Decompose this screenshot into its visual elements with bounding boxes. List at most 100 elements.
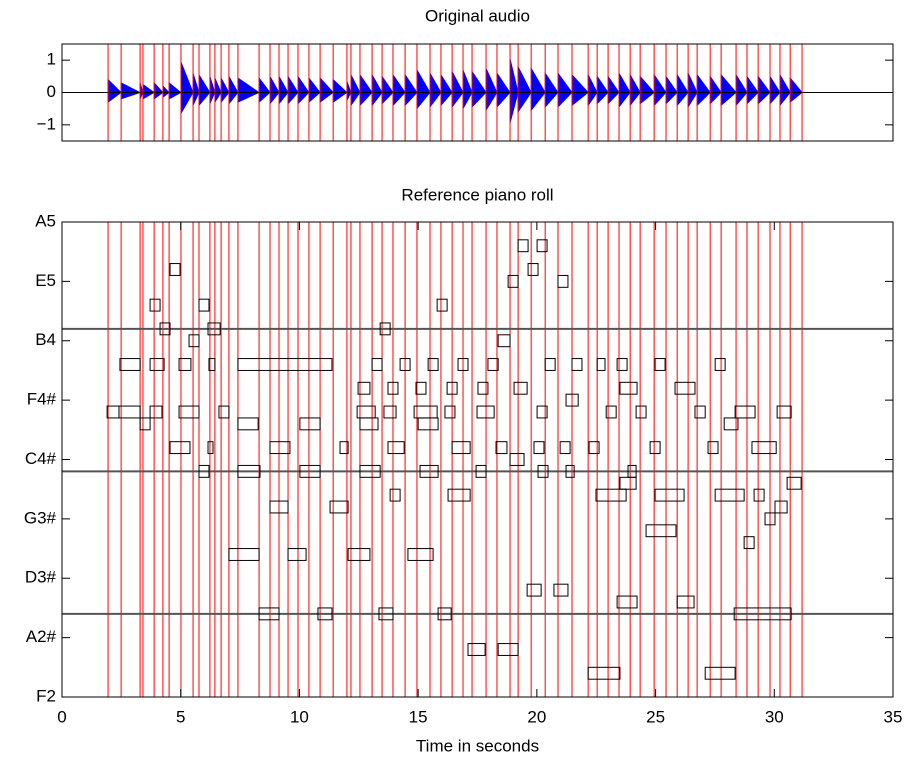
note — [536, 405, 548, 419]
note — [676, 595, 695, 609]
note — [595, 488, 627, 502]
note — [207, 322, 221, 336]
note — [764, 512, 776, 526]
note — [436, 298, 448, 312]
note — [507, 274, 519, 288]
note — [714, 488, 745, 502]
note — [533, 441, 545, 455]
note — [475, 464, 487, 478]
note — [149, 358, 165, 371]
note — [674, 381, 696, 395]
note — [119, 358, 141, 371]
note — [447, 488, 471, 502]
y-tick-label: 1 — [47, 50, 56, 69]
note — [399, 358, 411, 371]
note — [415, 381, 427, 395]
note — [544, 358, 556, 371]
note — [733, 607, 792, 621]
note — [359, 417, 379, 431]
axes: Reference piano roll F2 A2# D3# G3# C4# F4# B4 E… — [24, 185, 903, 755]
note — [654, 358, 666, 371]
y-tick-label: E5 — [35, 271, 56, 290]
note — [537, 464, 549, 478]
note — [605, 405, 617, 419]
note — [357, 381, 371, 395]
y-tick-label: A5 — [35, 211, 56, 230]
note — [565, 393, 579, 407]
note — [178, 405, 200, 419]
y-tick-label: −1 — [37, 114, 56, 133]
note — [149, 405, 163, 419]
note — [198, 464, 210, 478]
note — [389, 488, 401, 502]
note — [588, 441, 600, 455]
x-tick-label: 5 — [176, 707, 185, 726]
note — [198, 298, 210, 312]
note — [513, 381, 528, 395]
note — [707, 441, 719, 455]
note — [476, 405, 495, 419]
x-axis-label: Time in seconds — [416, 736, 539, 755]
note — [178, 358, 192, 371]
note — [723, 417, 739, 431]
note — [188, 334, 200, 348]
axes: Original audio −1 0 1 — [37, 6, 894, 142]
y-tick-label: F2 — [36, 686, 56, 705]
note — [237, 417, 259, 431]
note — [339, 441, 349, 455]
x-tick-label: 20 — [527, 707, 546, 726]
note — [704, 666, 736, 680]
note — [743, 536, 755, 550]
x-tick-label: 15 — [409, 707, 428, 726]
note — [417, 417, 439, 431]
note — [517, 239, 529, 253]
note — [427, 358, 439, 371]
note — [149, 298, 161, 312]
note — [258, 607, 280, 621]
note — [208, 358, 216, 371]
note — [407, 548, 434, 561]
note — [207, 441, 214, 455]
note — [371, 358, 383, 371]
note — [694, 405, 706, 419]
note — [487, 358, 499, 371]
note — [237, 358, 333, 371]
note — [169, 441, 191, 455]
note — [714, 358, 726, 371]
note — [329, 500, 349, 514]
note — [497, 334, 511, 348]
x-tick-label: 25 — [646, 707, 665, 726]
note — [383, 405, 397, 419]
note — [446, 381, 458, 395]
note — [228, 548, 260, 561]
note — [378, 607, 394, 621]
note — [751, 441, 777, 455]
note — [596, 358, 606, 371]
note — [317, 607, 333, 621]
note — [287, 548, 307, 561]
note — [776, 405, 792, 419]
note — [347, 548, 371, 561]
note — [526, 583, 542, 597]
x-tick-label: 30 — [765, 707, 784, 726]
plot-area — [62, 222, 893, 697]
note — [509, 453, 525, 466]
note — [139, 417, 151, 431]
note — [495, 441, 508, 455]
note — [169, 263, 181, 276]
note — [557, 274, 569, 288]
y-tick-label: G3# — [24, 508, 57, 527]
note — [649, 441, 661, 455]
note — [269, 441, 291, 455]
y-tick-label: A2# — [26, 627, 57, 646]
note — [299, 464, 321, 478]
note — [159, 322, 171, 336]
y-tick-label: B4 — [35, 330, 56, 349]
note — [527, 263, 539, 276]
x-tick-label: 10 — [290, 707, 309, 726]
note — [444, 405, 456, 419]
note — [619, 476, 637, 490]
y-tick-label: C4# — [25, 449, 57, 468]
note — [559, 441, 571, 455]
note — [437, 607, 452, 621]
